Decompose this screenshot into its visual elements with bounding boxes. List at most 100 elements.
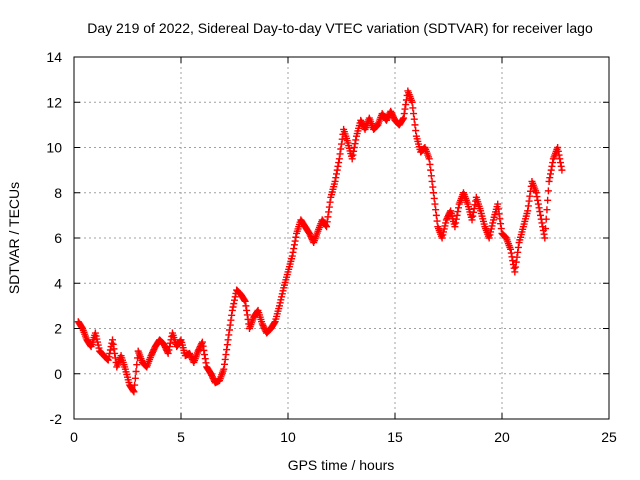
data-point — [412, 127, 420, 135]
data-point — [243, 306, 251, 314]
data-point — [111, 349, 119, 357]
data-point — [224, 336, 232, 344]
data-point — [324, 213, 332, 221]
data-point — [523, 209, 531, 217]
data-point — [313, 229, 321, 237]
y-tick-label: 8 — [54, 185, 62, 201]
data-point — [409, 104, 417, 112]
data-point — [430, 189, 438, 197]
data-point — [335, 155, 343, 163]
x-tick-label: 15 — [387, 429, 403, 445]
data-point — [512, 263, 520, 271]
x-axis-label: GPS time / hours — [288, 457, 395, 473]
data-point — [426, 160, 434, 168]
data-point — [407, 96, 415, 104]
y-tick-label: 6 — [54, 230, 62, 246]
data-point — [429, 183, 437, 191]
data-point — [333, 170, 341, 178]
data-point — [240, 296, 248, 304]
data-point — [463, 198, 471, 206]
data-point — [433, 217, 441, 225]
data-point — [549, 159, 557, 167]
data-point — [229, 303, 237, 311]
data-point — [524, 202, 532, 210]
data-point — [401, 105, 409, 113]
data-point — [476, 205, 484, 213]
data-point — [506, 243, 514, 251]
data-point — [223, 341, 231, 349]
data-point — [333, 166, 341, 174]
data-point — [158, 338, 166, 346]
data-point — [77, 322, 85, 330]
data-point — [540, 230, 548, 238]
data-point — [496, 215, 504, 223]
data-point — [289, 248, 297, 256]
data-point — [533, 193, 541, 201]
data-point — [323, 218, 331, 226]
data-point — [510, 264, 518, 272]
data-point — [548, 162, 556, 170]
data-point — [221, 360, 229, 368]
data-point — [325, 203, 333, 211]
data-point — [166, 339, 174, 347]
data-point — [437, 232, 445, 240]
data-point — [452, 219, 460, 227]
data-point — [165, 346, 173, 354]
data-point — [131, 374, 139, 382]
data-point — [350, 147, 358, 155]
data-point — [121, 363, 129, 371]
data-point — [332, 174, 340, 182]
data-point — [199, 342, 207, 350]
data-point — [541, 234, 549, 242]
data-point — [223, 346, 231, 354]
data-point — [133, 361, 141, 369]
data-point — [231, 296, 238, 304]
data-point — [176, 337, 184, 345]
y-axis-label: SDTVAR / TECUs — [6, 182, 22, 294]
data-point — [219, 367, 227, 375]
data-point — [146, 354, 154, 362]
data-point — [454, 204, 462, 212]
data-point — [469, 212, 477, 220]
data-point — [279, 287, 287, 295]
data-point — [227, 316, 235, 324]
data-point — [410, 110, 418, 118]
data-point — [411, 121, 419, 129]
data-point — [514, 243, 522, 251]
data-point — [270, 320, 278, 328]
data-point — [240, 295, 248, 303]
data-point — [326, 198, 334, 206]
data-point — [347, 152, 355, 160]
data-point — [193, 349, 201, 357]
data-point — [532, 187, 540, 195]
data-point — [399, 115, 407, 123]
data-point — [125, 378, 133, 386]
data-point — [452, 215, 460, 223]
data-point — [222, 351, 230, 359]
data-point — [334, 162, 342, 170]
data-point — [349, 151, 357, 159]
data-point — [288, 255, 296, 263]
data-point — [425, 153, 433, 161]
data-point — [497, 225, 505, 233]
data-point — [536, 208, 544, 216]
data-point — [519, 225, 527, 233]
data-point — [427, 166, 435, 174]
data-point — [454, 208, 462, 216]
data-point — [558, 166, 566, 174]
data-point — [467, 213, 475, 221]
data-point — [500, 232, 508, 240]
data-point — [402, 101, 410, 109]
data-point — [350, 144, 358, 151]
data-point — [555, 151, 563, 159]
data-point — [221, 355, 229, 363]
data-point — [547, 170, 555, 178]
data-point — [128, 386, 136, 394]
data-point — [543, 206, 551, 214]
data-point — [228, 311, 236, 319]
axis-ticks: 0 5 10 15 20 25 -2 0 2 4 6 8 10 12 14 — [46, 49, 617, 445]
data-point — [547, 166, 555, 174]
data-point — [535, 204, 543, 212]
data-point — [325, 208, 333, 216]
data-point — [430, 194, 438, 202]
